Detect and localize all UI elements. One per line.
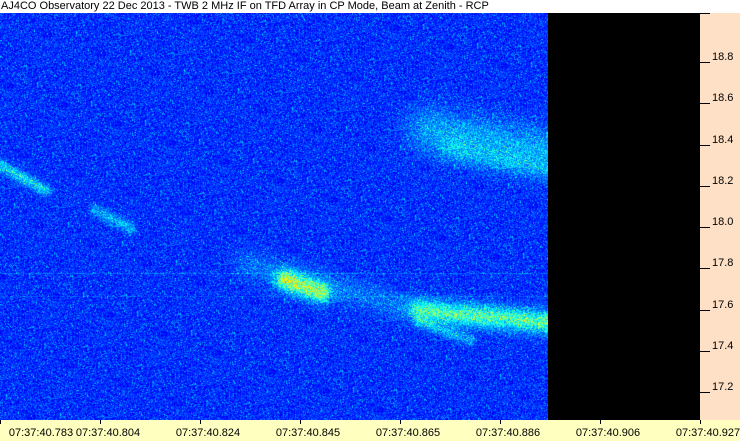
x-tick-mark	[700, 420, 701, 424]
x-tick-label: 07:37:40.927	[675, 427, 740, 439]
x-tick-mark	[600, 420, 601, 424]
x-tick-label: 07:37:40.845	[275, 427, 341, 439]
y-tick-mark	[700, 144, 710, 146]
empty-spectrogram-region	[548, 13, 700, 420]
y-tick-label: 18.4	[712, 133, 734, 146]
y-tick-mark	[700, 309, 710, 311]
x-tick-label: 07:37:40.804	[75, 427, 141, 439]
y-tick-mark	[700, 103, 710, 105]
y-tick-label: 18.2	[712, 174, 734, 187]
x-tick-label: 07:37:40.865	[375, 427, 441, 439]
y-tick-mark	[700, 392, 710, 393]
y-tick-mark	[700, 185, 710, 187]
spectrogram-display	[0, 13, 548, 420]
y-tick-label: 17.2	[712, 381, 734, 393]
x-tick-label: 07:37:40.783	[8, 427, 74, 439]
y-tick-mark	[700, 227, 710, 228]
x-tick-mark	[300, 420, 301, 424]
y-tick-label: 18.6	[712, 92, 734, 105]
chart-title: AJ4CO Observatory 22 Dec 2013 - TWB 2 MH…	[1, 0, 489, 12]
x-tick-label: 07:37:40.886	[475, 427, 541, 439]
y-tick-label: 17.4	[712, 339, 734, 352]
y-tick-mark	[700, 62, 710, 63]
y-tick-label: 17.8	[712, 257, 734, 270]
y-tick-mark	[700, 13, 710, 14]
y-tick-label: 18.0	[712, 216, 734, 228]
x-tick-mark	[200, 420, 201, 424]
x-tick-label: 07:37:40.906	[575, 427, 641, 439]
y-tick-mark	[700, 268, 710, 270]
y-tick-mark	[700, 350, 710, 352]
y-tick-label: 17.6	[712, 298, 734, 311]
x-tick-mark	[500, 420, 501, 424]
y-tick-label: 18.8	[712, 51, 734, 63]
x-tick-mark	[100, 420, 101, 424]
time-axis: 07:37:40.783 07:37:40.804 07:37:40.824 07:3…	[0, 420, 740, 441]
frequency-axis: 18.8 18.6 18.4 18.2 18.0 17.8 17.6 17.4 17.2	[700, 13, 740, 420]
x-tick-label: 07:37:40.824	[175, 427, 241, 439]
x-tick-mark	[400, 420, 401, 424]
x-tick-mark	[0, 420, 1, 424]
